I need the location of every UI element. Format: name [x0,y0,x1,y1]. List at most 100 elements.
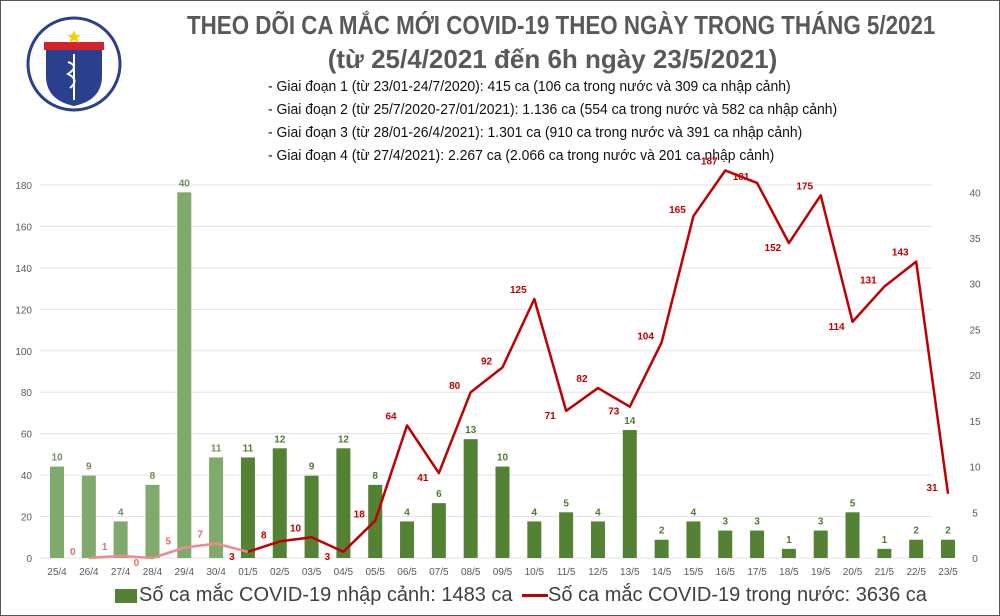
bar [527,521,542,558]
x-tick-label: 06/5 [397,567,417,578]
line-data-label: 5 [166,537,172,548]
line-data-label: 165 [669,205,686,216]
bar-data-label: 10 [51,453,63,464]
line-data-label: 64 [385,411,397,422]
bar-data-label: 3 [818,517,824,528]
bar-data-label: 9 [86,462,92,473]
y-left-tick-label: 140 [15,264,32,275]
line-data-label: 10 [290,523,302,534]
line-data-label: 80 [449,381,461,392]
line-data-label: 92 [481,356,493,367]
x-tick-label: 10/5 [525,567,545,578]
line-data-label: 3 [325,552,331,563]
y-right-tick-label: 25 [969,325,981,336]
x-tick-label: 30/4 [206,567,226,578]
x-tick-label: 18/5 [779,567,799,578]
bar [431,503,446,558]
x-tick-label: 22/5 [906,567,926,578]
x-tick-label: 23/5 [938,567,958,578]
bar-data-label: 9 [309,462,315,473]
bar-data-label: 3 [754,517,760,528]
x-tick-label: 21/5 [875,567,895,578]
y-left-tick-label: 0 [26,554,32,565]
bar-data-label: 5 [850,498,856,509]
chart-subtitle: (từ 25/4/2021 đến 6h ngày 23/5/2021) [327,44,778,74]
bar-data-label: 40 [179,178,191,189]
line-data-label: 175 [796,181,813,192]
x-tick-label: 14/5 [652,567,672,578]
legend-bar: Số ca mắc COVID-19 nhập cảnh: 1483 ca [115,584,513,607]
y-left-tick-label: 20 [21,513,33,524]
stage-summary: - Giai đoạn 1 (từ 23/01-24/7/2020): 415 … [268,75,837,167]
x-tick-label: 29/4 [175,567,195,578]
bar [909,539,924,558]
bar [145,484,160,558]
line-series-faded [88,542,249,560]
legend-line: Số ca mắc COVID-19 trong nước: 3636 ca [522,584,927,607]
x-tick-label: 09/5 [493,567,513,578]
x-tick-label: 11/5 [557,567,576,578]
stage-3: - Giai đoạn 3 (từ 28/01-26/4/2021): 1.30… [268,124,803,141]
bar [240,457,255,558]
bar-data-label: 2 [659,526,665,537]
bar-data-label: 4 [595,507,601,518]
legend-bar-swatch [115,588,137,603]
bar [845,512,860,558]
line-data-label: 152 [765,243,782,254]
bar-data-label: 11 [211,443,222,454]
line-data-label: 187 [701,156,718,167]
x-tick-label: 25/4 [47,567,67,578]
bar [400,521,415,558]
bar [750,530,765,558]
y-left-tick-label: 80 [21,388,33,399]
bar [559,512,574,558]
bar-data-label: 14 [624,416,636,427]
bar [718,530,733,558]
y-right-tick-label: 30 [969,280,981,291]
y-left-tick-label: 180 [15,181,32,192]
y-right-tick-label: 15 [969,417,981,428]
x-tick-label: 01/5 [238,567,258,578]
y-left-tick-label: 100 [15,347,32,358]
bar [686,521,701,558]
stage-1: - Giai đoạn 1 (từ 23/01-24/7/2020): 415 … [268,78,791,95]
bar [813,530,828,558]
line-data-label: 73 [608,407,620,418]
bar [113,521,128,558]
x-tick-label: 20/5 [843,567,863,578]
y-right-tick-label: 40 [969,188,981,199]
line-data-label: 8 [261,530,267,541]
y-left-tick-label: 60 [21,430,33,441]
x-tick-label: 12/5 [588,567,608,578]
line-data-label: 131 [860,276,877,287]
legend-bar-label: Số ca mắc COVID-19 nhập cảnh: 1483 ca [139,584,513,606]
bar [50,466,64,558]
line-data-label: 7 [197,529,203,540]
y-right-tick-label: 20 [969,371,981,382]
x-tick-label: 03/5 [302,567,322,578]
bar-data-label: 4 [404,507,410,518]
bar [781,548,796,558]
bar [81,475,96,558]
bar [177,192,192,558]
bar-data-label: 8 [372,471,378,482]
line-data-label: 41 [417,473,429,484]
line-data-label: 82 [576,374,588,385]
line-data-label: 114 [828,322,845,333]
bar [495,466,510,558]
stage-2: - Giai đoạn 2 (từ 25/7/2020-27/01/2021):… [268,101,838,118]
bar [463,439,478,558]
y-right-tick-label: 0 [972,554,978,565]
x-tick-label: 16/5 [716,567,736,578]
x-tick-label: 05/5 [365,567,385,578]
ministry-of-health-logo [26,16,122,112]
bar-data-label: 11 [243,443,254,454]
bar-data-label: 13 [465,425,477,436]
bar [272,448,287,558]
x-tick-label: 19/5 [811,567,831,578]
bar [304,475,319,558]
legend-line-swatch [522,594,548,597]
line-data-label: 71 [545,411,557,422]
x-tick-label: 13/5 [620,567,640,578]
